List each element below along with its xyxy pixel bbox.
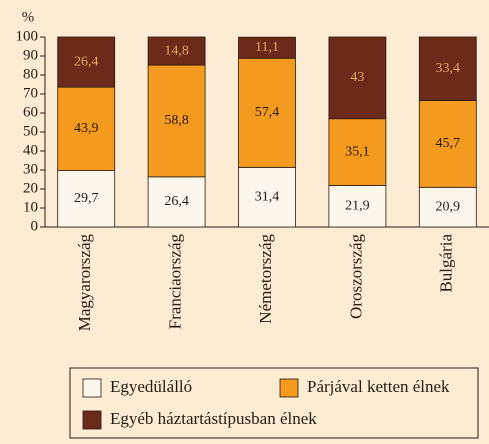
legend-label: Párjával ketten élnek [307,377,450,396]
value-label: 35,1 [345,144,370,159]
bar-segment [147,36,206,66]
bar-segment [57,86,116,171]
y-tick-label: 80 [23,66,38,82]
legend-swatch [279,378,299,398]
bar-segment [418,186,477,228]
bar-segment [418,100,477,188]
y-tick-label: 90 [23,47,38,63]
x-tick-label: Bulgária [437,234,456,293]
y-tick-label: 20 [23,180,38,196]
bar-segment [418,36,477,101]
value-label: 29,7 [74,191,99,206]
bar-segment [57,170,116,228]
legend-swatch [82,410,102,430]
value-label: 57,4 [255,105,280,120]
bar-segment [328,184,387,228]
value-label: 45,7 [436,136,461,151]
x-tick-label: Franciaország [166,234,185,330]
y-axis-label: % [22,9,35,25]
bar-segment [238,57,296,168]
value-label: 20,9 [436,199,461,214]
bar-segment [238,36,296,59]
x-tick-label: Magyarország [75,234,94,332]
legend-label: Egyedülálló [110,377,192,396]
value-label: 58,8 [164,113,189,128]
x-tick-label: Oroszország [346,234,365,319]
value-label: 14,8 [164,43,189,58]
legend-label: Egyéb háztartástípusban élnek [110,409,317,428]
x-tick-label: Németország [256,234,275,324]
value-label: 33,4 [436,61,461,76]
legend-box [69,367,479,439]
bar-segment [328,36,387,120]
y-tick-label: 60 [23,104,38,120]
value-label: 21,9 [345,198,370,213]
bar-segment [147,176,206,228]
bar-segment [57,36,116,88]
y-tick-label: 0 [31,218,39,234]
value-label: 31,4 [255,189,280,204]
bar-segment [147,64,206,178]
value-label: 43,9 [74,121,99,136]
y-tick-label: 10 [23,199,38,215]
y-tick-label: 30 [23,161,38,177]
value-label: 43 [350,70,364,85]
y-tick-label: 70 [23,85,38,101]
value-label: 26,4 [164,194,189,209]
y-tick-label: 100 [16,28,39,44]
bar-segment [328,118,387,186]
y-tick-label: 50 [23,123,38,139]
value-label: 26,4 [74,54,99,69]
y-tick-label: 40 [23,142,38,158]
value-label: 11,1 [255,40,279,55]
legend-swatch [82,378,102,398]
